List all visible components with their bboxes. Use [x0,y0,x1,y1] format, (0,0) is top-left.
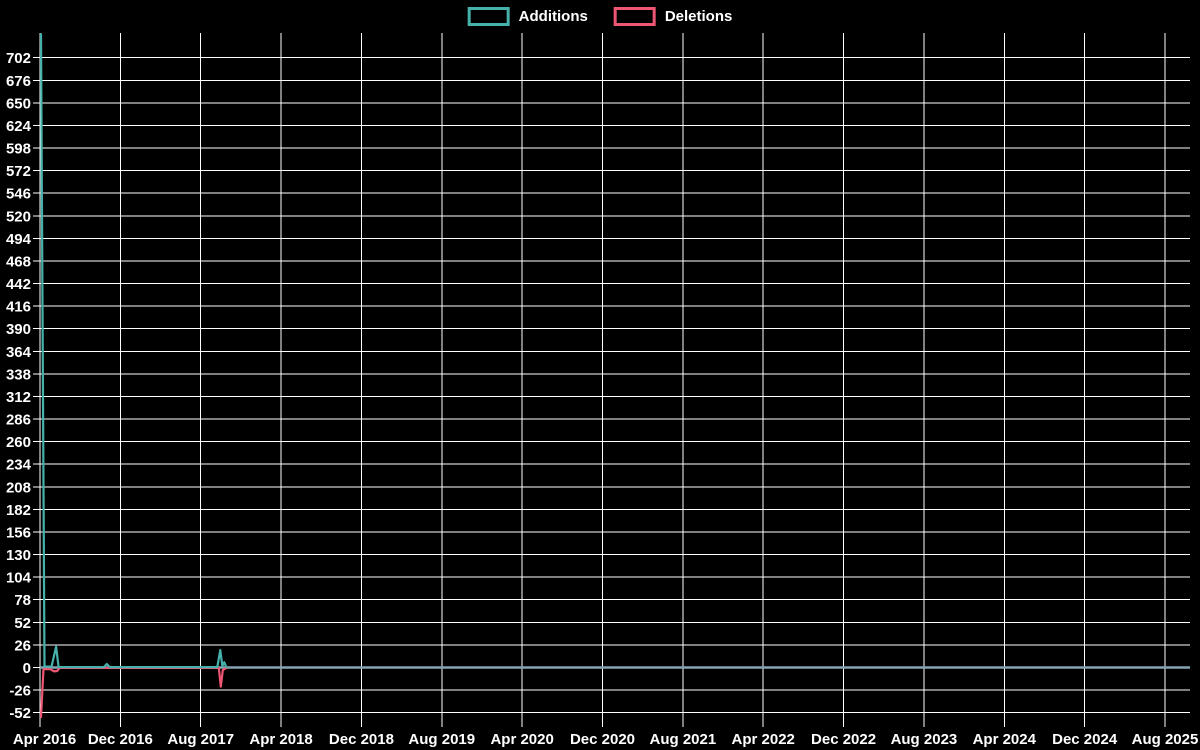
y-tick-label: 702 [6,50,31,67]
y-tick-label: 416 [6,299,31,316]
x-tick-label: Aug 2023 [891,731,958,748]
y-tick-label: 130 [6,547,31,564]
x-tick-label: Apr 2020 [490,731,553,748]
y-tick-label: 546 [6,186,31,203]
y-tick-label: -52 [9,705,31,722]
x-tick-label: Aug 2021 [650,731,717,748]
y-tick-label: 494 [6,231,32,248]
y-tick-label: 650 [6,95,31,112]
y-tick-label: 182 [6,502,31,519]
y-tick-label: 286 [6,412,31,429]
y-tick-label: 520 [6,208,31,225]
y-tick-label: 676 [6,73,31,90]
x-tick-label: Aug 2025 [1132,731,1199,748]
y-tick-label: 390 [6,321,31,338]
y-tick-label: 104 [6,570,32,587]
x-tick-label: Aug 2019 [408,731,475,748]
x-tick-label: Dec 2018 [329,731,394,748]
additions-swatch-icon [467,7,510,26]
legend-item-deletions[interactable]: Deletions [613,7,733,26]
x-tick-label: Apr 2016 [13,731,76,748]
y-tick-label: 468 [6,253,31,270]
y-tick-label: 364 [6,344,32,361]
y-tick-label: 260 [6,434,31,451]
x-tick-label: Apr 2024 [973,731,1037,748]
y-tick-label: -26 [9,683,31,700]
y-tick-label: 156 [6,524,31,541]
y-tick-label: 624 [6,118,32,135]
x-tick-label: Dec 2024 [1052,731,1118,748]
legend-label: Additions [518,8,588,25]
y-tick-label: 208 [6,479,31,496]
additions-line [39,33,228,669]
y-tick-label: 26 [14,637,31,654]
x-tick-label: Aug 2017 [167,731,234,748]
legend-item-additions[interactable]: Additions [467,7,588,26]
y-tick-label: 598 [6,141,31,158]
x-tick-label: Dec 2022 [811,731,876,748]
y-tick-label: 338 [6,366,31,383]
y-tick-label: 52 [14,615,31,632]
x-tick-label: Apr 2022 [732,731,795,748]
chart-legend: Additions Deletions [467,7,733,26]
y-tick-label: 442 [6,276,31,293]
x-tick-label: Dec 2020 [570,731,635,748]
y-tick-label: 572 [6,163,31,180]
y-tick-label: 234 [6,457,32,474]
y-tick-label: 312 [6,389,31,406]
x-tick-label: Apr 2018 [249,731,312,748]
x-tick-label: Dec 2016 [88,731,153,748]
legend-label: Deletions [664,8,733,25]
y-tick-label: 0 [23,660,31,677]
y-tick-label: 78 [14,592,31,609]
deletions-swatch-icon [613,7,656,26]
deletions-line [39,666,228,719]
